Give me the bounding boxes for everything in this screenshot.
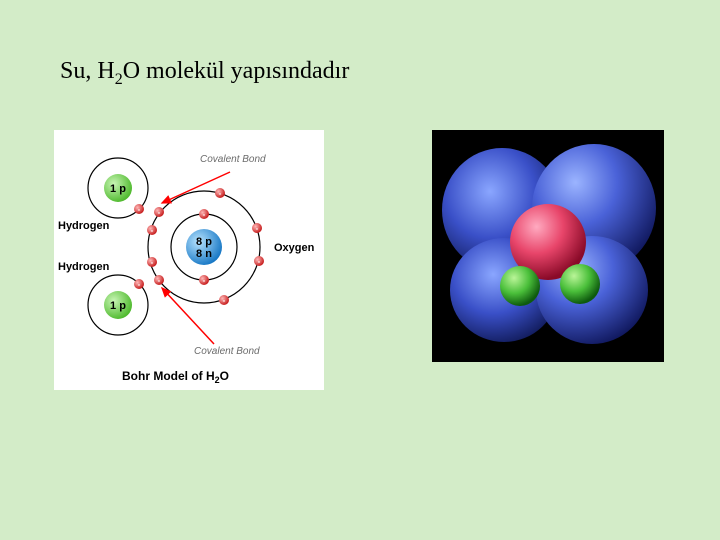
svg-text:-: - bbox=[158, 276, 161, 285]
svg-text:-: - bbox=[138, 205, 141, 214]
oxygen-label: Oxygen bbox=[274, 242, 315, 254]
svg-text:-: - bbox=[151, 258, 154, 267]
covalent-label-1: Covalent Bond bbox=[200, 154, 266, 165]
o-nucleus-label1: 8 p bbox=[196, 236, 212, 248]
h2-nucleus-label: 1 p bbox=[110, 300, 126, 312]
o-nucleus-label2: 8 n bbox=[196, 248, 212, 260]
covalent-label-2: Covalent Bond bbox=[194, 346, 260, 357]
h1-nucleus-label: 1 p bbox=[110, 183, 126, 195]
svg-text:-: - bbox=[203, 210, 206, 219]
bohr-model-diagram: -- -- -- -- -- -- 1 p 1 p 8 p 8 n Hydrog… bbox=[54, 130, 324, 390]
svg-text:-: - bbox=[258, 257, 261, 266]
covalent-arrow-2 bbox=[162, 288, 214, 344]
page-title: Su, H2O molekül yapısındadır bbox=[60, 58, 349, 89]
svg-text:-: - bbox=[203, 276, 206, 285]
water-3d-render bbox=[432, 130, 664, 362]
title-pre: Su, H bbox=[60, 58, 115, 84]
bohr-svg: -- -- -- -- -- -- 1 p 1 p 8 p 8 n Hydrog… bbox=[54, 130, 324, 390]
svg-text:-: - bbox=[219, 189, 222, 198]
bohr-caption: Bohr Model of H2O bbox=[122, 369, 229, 385]
hydrogen-sphere-left bbox=[500, 266, 540, 306]
svg-text:-: - bbox=[158, 208, 161, 217]
title-post: O molekül yapısındadır bbox=[123, 58, 350, 84]
svg-text:-: - bbox=[223, 296, 226, 305]
svg-text:-: - bbox=[138, 280, 141, 289]
covalent-arrow-1 bbox=[162, 172, 230, 203]
render-svg bbox=[432, 130, 664, 362]
svg-text:-: - bbox=[256, 224, 259, 233]
title-sub: 2 bbox=[115, 71, 123, 88]
svg-text:-: - bbox=[151, 226, 154, 235]
hydrogen-label-1: Hydrogen bbox=[58, 220, 110, 232]
hydrogen-label-2: Hydrogen bbox=[58, 261, 110, 273]
hydrogen-sphere-right bbox=[560, 264, 600, 304]
